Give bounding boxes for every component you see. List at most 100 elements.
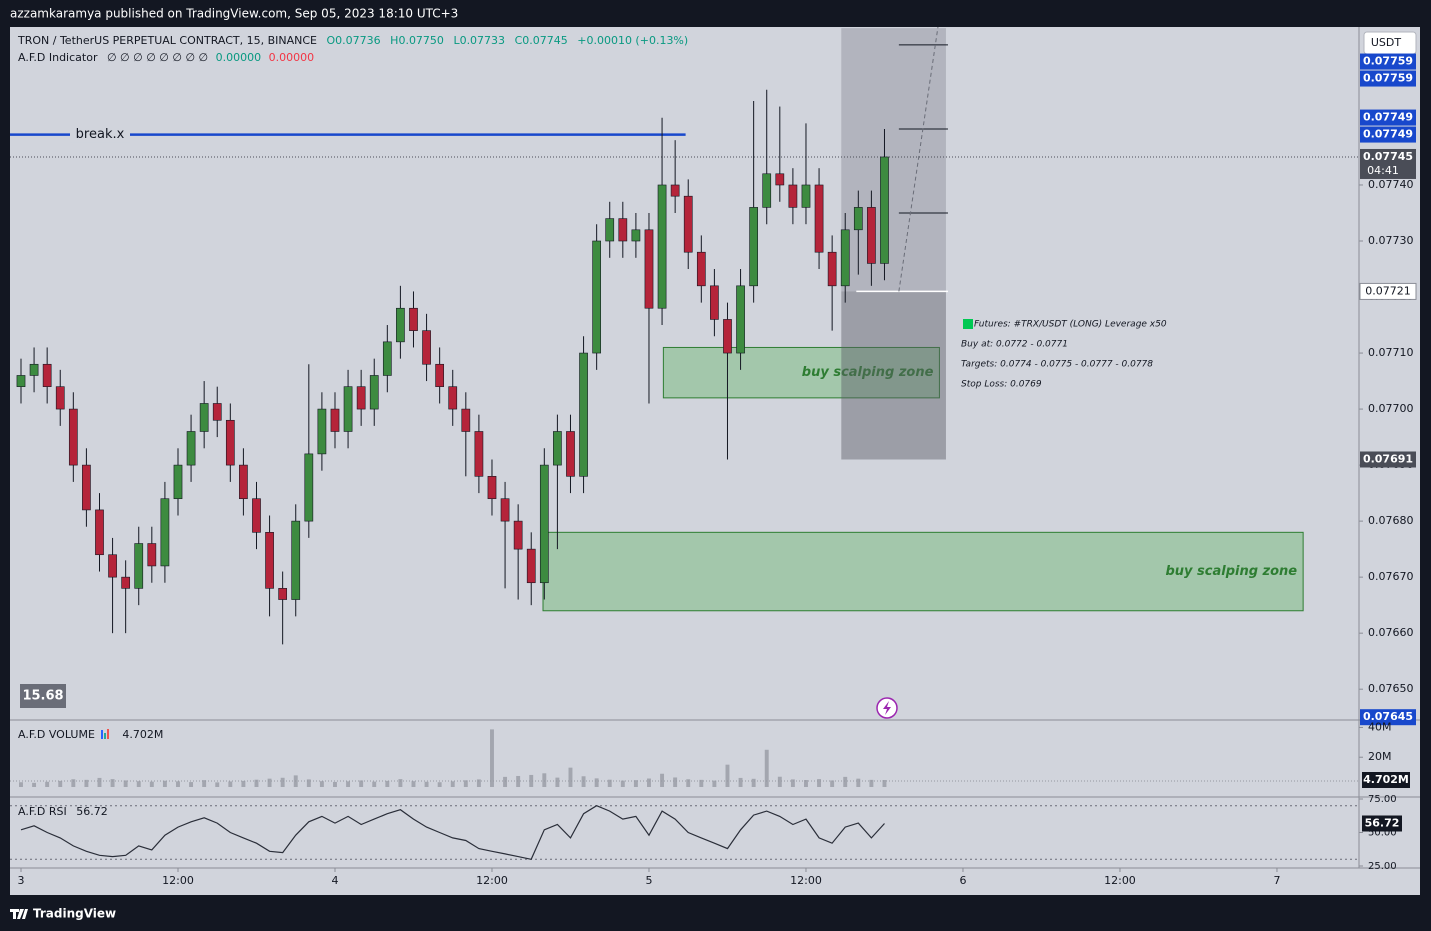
candle-body — [631, 229, 641, 242]
projection — [898, 27, 939, 292]
y-tick-label: 50.00 — [1368, 828, 1397, 839]
chart-background — [10, 27, 1420, 895]
candle-body — [840, 229, 850, 287]
price-badge — [1360, 709, 1416, 726]
zone — [662, 346, 940, 399]
candle-body — [867, 207, 876, 264]
candle-body — [95, 509, 104, 556]
volume-bar — [764, 749, 769, 787]
event-icon-bolt — [883, 701, 891, 715]
price-badge — [1360, 148, 1416, 179]
volume-bar — [568, 767, 573, 787]
candle-body — [814, 184, 824, 253]
candle-body — [173, 464, 183, 500]
volume-bar — [516, 775, 521, 787]
candle-body — [225, 419, 235, 466]
volume-bar — [633, 780, 638, 787]
volume-bar — [84, 779, 89, 787]
candle-body — [762, 173, 772, 208]
y-tick-label: 0.07670 — [1368, 570, 1414, 583]
candle-body — [710, 285, 719, 320]
x-tick-label: 4 — [331, 874, 338, 887]
y-tick-label: 0.07660 — [1368, 626, 1414, 639]
brand-logo — [10, 909, 28, 919]
volume-bar — [843, 776, 848, 787]
candle-body — [435, 363, 445, 387]
zone-label: buy scalping zone — [1165, 564, 1297, 579]
candle-body — [147, 543, 157, 567]
volume-icon — [107, 729, 109, 739]
volume-value: 4.702M — [122, 728, 163, 741]
volume-bar — [306, 779, 311, 787]
volume-bar — [869, 779, 874, 787]
volume-bar — [71, 779, 76, 787]
candle-body — [880, 156, 889, 264]
candle-body — [160, 498, 170, 567]
left-badge: 15.68 — [22, 689, 63, 704]
candle-body — [696, 251, 706, 287]
candle-body — [356, 386, 366, 410]
currency[interactable]: USDT — [1371, 36, 1402, 49]
candle-body — [42, 363, 52, 387]
volume-bar — [97, 777, 102, 787]
candle-body — [487, 476, 497, 500]
price-badge-label: 0.07749 — [1363, 128, 1413, 141]
indicator-value: 0.00000 — [269, 51, 315, 64]
candle-body — [330, 408, 340, 432]
candle-body — [304, 453, 314, 522]
legend-low: L0.07733 — [453, 34, 505, 47]
price-badge-label: 0.07691 — [1363, 452, 1413, 465]
x-tick-label: 6 — [959, 874, 966, 887]
candle-body — [723, 319, 732, 354]
volume-bar — [529, 774, 534, 787]
volume-bar — [110, 779, 115, 787]
y-tick-label: 40M — [1368, 720, 1392, 733]
candle-body — [265, 532, 274, 589]
x-tick-label: 3 — [17, 874, 24, 887]
candle-body — [853, 207, 863, 231]
y-tick-label: 0.07700 — [1368, 402, 1414, 415]
volume-bar — [32, 782, 37, 787]
volume-bar — [19, 782, 23, 787]
volume-bar — [450, 781, 455, 787]
volume-icon — [101, 730, 103, 739]
volume-bar — [476, 779, 481, 787]
volume-bar — [280, 777, 285, 787]
candle-body — [409, 307, 418, 331]
volume-bar — [372, 781, 377, 787]
candle-body — [121, 576, 131, 589]
y-tick-label: 25.00 — [1368, 861, 1397, 872]
volume-bar — [411, 781, 416, 787]
candle-body — [382, 341, 392, 376]
price-badge — [1360, 109, 1416, 126]
candle-body — [55, 386, 65, 410]
volume-bar — [136, 781, 141, 787]
volume-bar — [620, 780, 625, 787]
rsi-badge-label: 56.72 — [1365, 816, 1400, 829]
left-badge-bg — [20, 684, 66, 708]
price-badge — [1360, 53, 1416, 70]
volume-bar — [359, 780, 364, 787]
volume-bar — [228, 781, 233, 787]
volume-badge — [1362, 771, 1410, 788]
volume-bar — [254, 779, 259, 787]
volume-bar — [45, 781, 50, 787]
candle-body — [29, 363, 39, 376]
rsi-title: A.F.D RSI — [18, 805, 67, 818]
price-badge — [1359, 282, 1417, 300]
candle-body — [186, 431, 196, 466]
volume-bar — [176, 781, 180, 787]
volume-bar — [463, 780, 468, 787]
x-tick-label: 12:00 — [162, 874, 194, 887]
candle-body — [212, 403, 222, 421]
volume-bar — [607, 779, 612, 787]
candle-body — [461, 408, 471, 432]
candle-body — [68, 408, 78, 466]
candle-body — [788, 184, 798, 208]
volume-bar — [241, 780, 246, 787]
candle-body — [618, 218, 628, 242]
volume-bar — [385, 780, 390, 787]
volume-bar — [503, 776, 508, 787]
volume-bar — [817, 779, 822, 787]
candle-body — [16, 375, 26, 387]
